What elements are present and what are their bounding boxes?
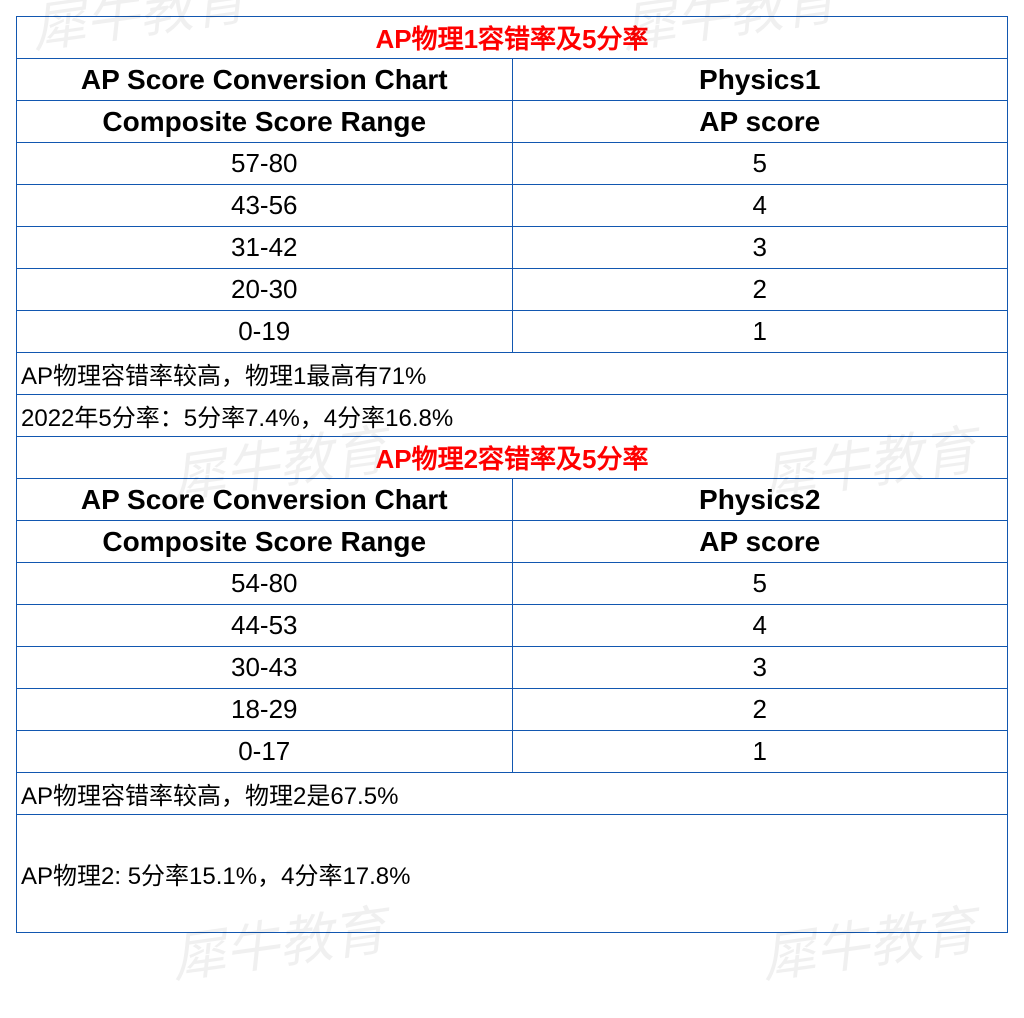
table-row: 31-423	[17, 227, 1008, 269]
table-row: Composite Score Range AP score	[17, 101, 1008, 143]
table-row: 0-191	[17, 311, 1008, 353]
table-row: 20-302	[17, 269, 1008, 311]
table-row: AP Score Conversion Chart Physics2	[17, 479, 1008, 521]
table-row: 57-805	[17, 143, 1008, 185]
score-cell: 3	[512, 227, 1008, 269]
range-cell: 0-19	[17, 311, 513, 353]
section2-header-left: AP Score Conversion Chart	[17, 479, 513, 521]
section1-header-left: AP Score Conversion Chart	[17, 59, 513, 101]
section2-subheader-left: Composite Score Range	[17, 521, 513, 563]
table-row: AP物理2容错率及5分率	[17, 437, 1008, 479]
section1-title: AP物理1容错率及5分率	[17, 17, 1008, 59]
score-cell: 5	[512, 143, 1008, 185]
section2-header-right: Physics2	[512, 479, 1008, 521]
score-cell: 5	[512, 563, 1008, 605]
score-cell: 1	[512, 311, 1008, 353]
table-row: AP物理2: 5分率15.1%，4分率17.8%	[17, 815, 1008, 933]
section2-subheader-right: AP score	[512, 521, 1008, 563]
table-row: 18-292	[17, 689, 1008, 731]
section2-note1: AP物理容错率较高，物理2是67.5%	[17, 773, 1008, 815]
score-cell: 1	[512, 731, 1008, 773]
table-row: 0-171	[17, 731, 1008, 773]
section1-subheader-left: Composite Score Range	[17, 101, 513, 143]
range-cell: 43-56	[17, 185, 513, 227]
range-cell: 0-17	[17, 731, 513, 773]
table-row: 54-805	[17, 563, 1008, 605]
table-row: AP物理1容错率及5分率	[17, 17, 1008, 59]
section1-subheader-right: AP score	[512, 101, 1008, 143]
score-cell: 2	[512, 269, 1008, 311]
range-cell: 30-43	[17, 647, 513, 689]
range-cell: 54-80	[17, 563, 513, 605]
range-cell: 18-29	[17, 689, 513, 731]
score-cell: 3	[512, 647, 1008, 689]
table-row: AP物理容错率较高，物理1最高有71%	[17, 353, 1008, 395]
section1-header-right: Physics1	[512, 59, 1008, 101]
score-cell: 4	[512, 605, 1008, 647]
range-cell: 44-53	[17, 605, 513, 647]
score-cell: 4	[512, 185, 1008, 227]
table-row: AP物理容错率较高，物理2是67.5%	[17, 773, 1008, 815]
section2-title: AP物理2容错率及5分率	[17, 437, 1008, 479]
table-row: 2022年5分率：5分率7.4%，4分率16.8%	[17, 395, 1008, 437]
table-row: 30-433	[17, 647, 1008, 689]
range-cell: 20-30	[17, 269, 513, 311]
section1-note2: 2022年5分率：5分率7.4%，4分率16.8%	[17, 395, 1008, 437]
section2-note2: AP物理2: 5分率15.1%，4分率17.8%	[17, 815, 1008, 933]
score-cell: 2	[512, 689, 1008, 731]
table-row: Composite Score Range AP score	[17, 521, 1008, 563]
conversion-table: AP物理1容错率及5分率 AP Score Conversion Chart P…	[16, 16, 1008, 933]
table-row: 43-564	[17, 185, 1008, 227]
table-row: AP Score Conversion Chart Physics1	[17, 59, 1008, 101]
table-row: 44-534	[17, 605, 1008, 647]
range-cell: 57-80	[17, 143, 513, 185]
section1-note1: AP物理容错率较高，物理1最高有71%	[17, 353, 1008, 395]
range-cell: 31-42	[17, 227, 513, 269]
